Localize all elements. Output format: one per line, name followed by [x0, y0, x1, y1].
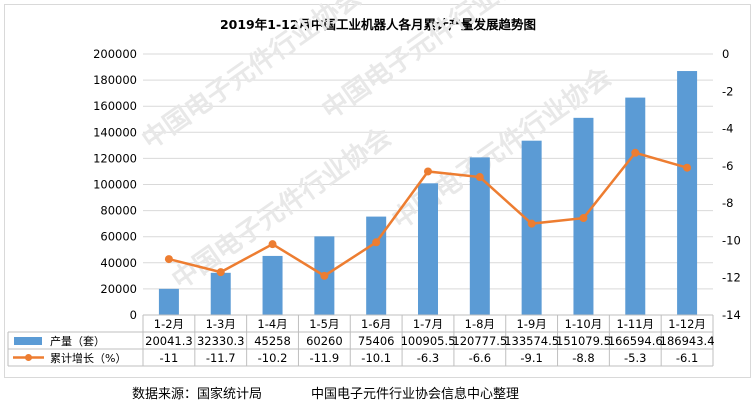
legend-bar-swatch [14, 337, 42, 345]
right-tick-label: -2 [722, 84, 733, 98]
growth-value-label: -6.1 [676, 351, 698, 365]
left-tick-label: 120000 [93, 151, 137, 165]
right-tick-label: -10 [722, 233, 741, 247]
growth-value-label: -11 [160, 351, 179, 365]
bar [521, 140, 542, 315]
growth-point [631, 148, 640, 157]
bar-value-label: 120777.5 [452, 334, 507, 348]
legend-line-label: 累计增长（%） [50, 351, 126, 365]
left-tick-label: 60000 [100, 230, 137, 244]
category-label: 1-5月 [309, 317, 339, 331]
growth-point [527, 219, 536, 228]
compiler-note: 中国电子元件行业协会信息中心整理 [311, 387, 520, 402]
legend-line-marker [25, 354, 32, 361]
growth-point [683, 163, 692, 172]
right-tick-label: -12 [722, 271, 741, 285]
category-label: 1-9月 [516, 317, 546, 331]
bar-value-label: 100905.5 [401, 334, 456, 348]
category-label: 1-7月 [413, 317, 443, 331]
category-label: 1-2月 [154, 317, 184, 331]
left-tick-label: 40000 [100, 256, 137, 270]
growth-value-label: -10.1 [361, 351, 391, 365]
growth-value-label: -5.3 [624, 351, 646, 365]
category-label: 1-4月 [257, 317, 287, 331]
left-tick-label: 100000 [93, 178, 137, 192]
left-tick-label: 140000 [93, 125, 137, 139]
bar-value-label: 166594.6 [608, 334, 663, 348]
left-tick-label: 160000 [93, 99, 137, 113]
bar-value-label: 151079.5 [556, 334, 611, 348]
growth-point [320, 271, 329, 280]
source-note: 数据来源：国家统计局 [132, 387, 263, 402]
legend-bar-label: 产量（套） [50, 334, 105, 348]
bar-value-label: 75406 [358, 334, 395, 348]
right-tick-label: -8 [722, 196, 733, 210]
bar [677, 71, 698, 315]
left-tick-label: 20000 [100, 282, 137, 296]
growth-value-label: -6.3 [417, 351, 439, 365]
growth-point [424, 167, 432, 176]
bar [158, 288, 179, 315]
growth-point [268, 240, 277, 249]
right-tick-label: -14 [722, 308, 741, 322]
bar [262, 255, 283, 315]
growth-point [579, 214, 588, 223]
growth-point [475, 173, 484, 182]
bar-value-label: 45258 [254, 334, 291, 348]
growth-value-label: -9.1 [520, 351, 542, 365]
category-label: 1-11月 [616, 317, 654, 331]
growth-point [164, 255, 173, 264]
bar-value-label: 186943.4 [660, 334, 715, 348]
bar [366, 216, 387, 315]
bar [625, 97, 646, 315]
growth-point [216, 268, 225, 277]
growth-value-label: -11.7 [206, 351, 236, 365]
bar [210, 272, 231, 315]
left-tick-label: 80000 [100, 204, 137, 218]
category-label: 1-8月 [465, 317, 495, 331]
category-label: 1-12月 [668, 317, 706, 331]
category-label: 1-6月 [361, 317, 391, 331]
growth-value-label: -10.2 [258, 351, 288, 365]
bar [469, 157, 490, 315]
growth-point [372, 238, 381, 247]
left-tick-label: 0 [130, 308, 137, 322]
bar-value-label: 20041.3 [145, 334, 193, 348]
left-tick-label: 180000 [93, 73, 137, 87]
bar-value-label: 60260 [306, 334, 343, 348]
bar-value-label: 32330.3 [197, 334, 245, 348]
bar [418, 183, 438, 315]
growth-value-label: -11.9 [309, 351, 339, 365]
right-tick-label: -6 [722, 159, 733, 173]
watermark-text: 中国电子元件行业协会 [316, 0, 547, 126]
growth-value-label: -8.8 [572, 351, 594, 365]
category-label: 1-10月 [565, 317, 603, 331]
bar-value-label: 133574.5 [504, 334, 559, 348]
chart-title: 2019年1-12月中国工业机器人各月累计产量发展趋势图 [219, 17, 537, 32]
right-tick-label: 0 [722, 47, 729, 61]
right-tick-label: -4 [722, 122, 733, 136]
growth-value-label: -6.6 [469, 351, 491, 365]
category-label: 1-3月 [206, 317, 236, 331]
left-tick-label: 200000 [93, 47, 137, 61]
